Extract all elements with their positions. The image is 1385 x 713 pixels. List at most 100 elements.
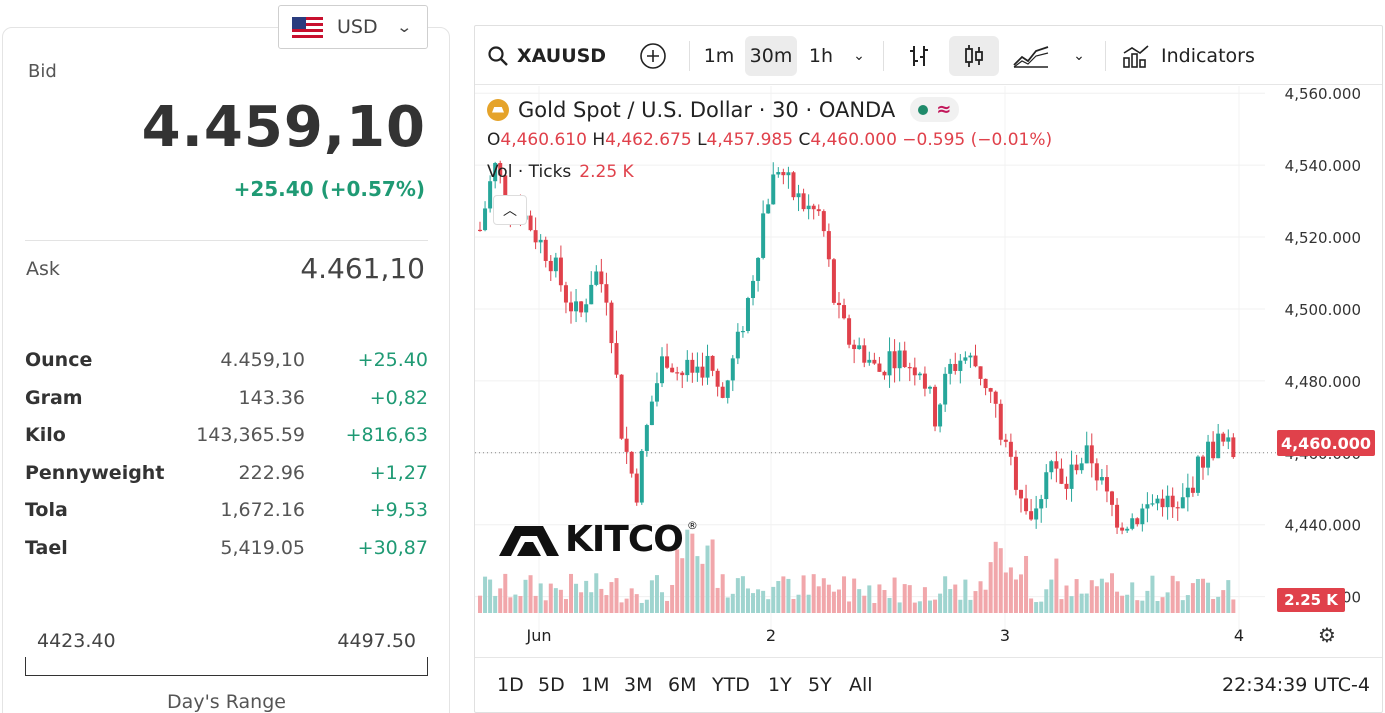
collapse-legend-button[interactable]: ︿ bbox=[493, 195, 527, 225]
volume-bar bbox=[1013, 579, 1018, 613]
volume-bar bbox=[1125, 594, 1130, 613]
candles-icon bbox=[965, 45, 983, 67]
candle-body bbox=[892, 351, 897, 369]
unit-price: 1,672.16 bbox=[220, 499, 305, 521]
volume-bar bbox=[831, 591, 836, 613]
unit-row-ounce: Ounce 4.459,10 +25.40 bbox=[25, 345, 428, 383]
chart-clock: 22:34:39 UTC-4 bbox=[1222, 674, 1370, 696]
volume-bar bbox=[579, 592, 584, 613]
volume-bar bbox=[993, 541, 998, 613]
chart-settings-icon[interactable]: ⚙ bbox=[1318, 623, 1336, 647]
candle-body bbox=[1099, 477, 1104, 481]
volume-bar bbox=[806, 594, 811, 613]
range-ytd[interactable]: YTD bbox=[712, 674, 750, 696]
interval-1h[interactable]: 1h bbox=[808, 45, 834, 67]
close-value: 4,460.000 bbox=[810, 130, 897, 150]
divider bbox=[25, 240, 428, 241]
volume-bar bbox=[1044, 589, 1049, 613]
range-5d[interactable]: 5D bbox=[538, 674, 565, 696]
candle-body bbox=[1206, 441, 1211, 468]
volume-bar bbox=[523, 579, 528, 613]
unit-price: 143.36 bbox=[238, 386, 305, 409]
volume-bar bbox=[503, 573, 508, 613]
candle-body bbox=[922, 373, 927, 389]
volume-bar bbox=[852, 578, 857, 613]
candle-body bbox=[1039, 499, 1044, 509]
x-tick-label: 2 bbox=[766, 626, 776, 645]
candle-body bbox=[745, 298, 750, 331]
change-value: −0.595 (−0.01%) bbox=[902, 130, 1053, 150]
candle-body bbox=[710, 355, 715, 371]
volume-bar bbox=[1024, 555, 1029, 613]
volume-bar bbox=[882, 590, 887, 613]
volume-bar bbox=[1216, 596, 1221, 613]
candle-body bbox=[1221, 433, 1226, 442]
volume-bar bbox=[1155, 601, 1160, 613]
range-all[interactable]: All bbox=[849, 674, 873, 696]
market-status-pill[interactable]: ≈ bbox=[910, 97, 960, 122]
candle-body bbox=[1034, 508, 1039, 520]
volume-bar bbox=[892, 577, 897, 613]
candle-body bbox=[1185, 487, 1190, 498]
candle-body bbox=[877, 363, 882, 372]
volume-bar bbox=[1003, 572, 1008, 613]
candle-body bbox=[609, 302, 614, 344]
chart-style-dropdown[interactable]: ⌄ bbox=[1065, 36, 1093, 76]
candle-body bbox=[786, 172, 791, 176]
candle-body bbox=[1029, 511, 1034, 520]
interval-30m[interactable]: 30m bbox=[745, 36, 797, 76]
kitco-watermark: KITCO ® bbox=[497, 519, 698, 560]
symbol-search[interactable]: XAUUSD bbox=[487, 36, 607, 76]
range-5y[interactable]: 5Y bbox=[808, 674, 832, 696]
volume-bar bbox=[1115, 591, 1120, 613]
candle-body bbox=[1130, 518, 1135, 529]
candle-body bbox=[654, 383, 659, 402]
volume-bar bbox=[1190, 583, 1195, 613]
chevron-up-icon: ︿ bbox=[503, 203, 517, 219]
candle-body bbox=[493, 162, 498, 182]
candle-body bbox=[579, 301, 584, 313]
volume-bar bbox=[1211, 598, 1216, 613]
candle-body bbox=[831, 259, 836, 303]
candle-body bbox=[811, 205, 816, 210]
interval-1m[interactable]: 1m bbox=[703, 45, 735, 67]
ask-value: 4.461,10 bbox=[300, 252, 425, 285]
range-1m[interactable]: 1M bbox=[581, 674, 610, 696]
volume-bar bbox=[558, 589, 563, 613]
area-style-button[interactable] bbox=[1009, 36, 1053, 76]
candlestick-plot[interactable]: 4,560.000 4,540.000 4,520.000 4,500.000 4,48… bbox=[475, 86, 1383, 656]
candle-body bbox=[644, 425, 649, 451]
compare-symbol-button[interactable] bbox=[635, 36, 671, 76]
candles-style-button[interactable] bbox=[949, 36, 999, 76]
range-1d[interactable]: 1D bbox=[497, 674, 524, 696]
volume-bar bbox=[1029, 598, 1034, 613]
unit-name: Kilo bbox=[25, 424, 66, 446]
volume-bar bbox=[1104, 582, 1109, 613]
candle-body bbox=[498, 162, 503, 176]
candle-body bbox=[1089, 445, 1094, 464]
candle-body bbox=[639, 450, 644, 503]
volume-bar bbox=[826, 584, 831, 613]
bar-style-button[interactable] bbox=[899, 36, 939, 76]
candle-body bbox=[1180, 497, 1185, 509]
candle-body bbox=[953, 363, 958, 371]
volume-bar bbox=[756, 589, 761, 613]
volume-bar bbox=[786, 578, 791, 613]
currency-selector[interactable]: USD ⌄ bbox=[278, 5, 428, 49]
candle-body bbox=[801, 193, 806, 210]
volume-bar bbox=[609, 582, 614, 613]
candle-body bbox=[735, 331, 740, 359]
indicators-button[interactable]: Indicators bbox=[1121, 36, 1261, 76]
market-open-dot-icon bbox=[918, 104, 929, 115]
range-1y[interactable]: 1Y bbox=[768, 674, 792, 696]
kitco-logo-icon bbox=[499, 525, 559, 556]
volume-bar bbox=[938, 593, 943, 613]
volume-bar bbox=[963, 579, 968, 613]
interval-dropdown[interactable]: ⌄ bbox=[845, 36, 873, 76]
candle-body bbox=[690, 359, 695, 373]
range-3m[interactable]: 3M bbox=[624, 674, 653, 696]
volume-bar bbox=[877, 584, 882, 613]
currency-label: USD bbox=[337, 16, 378, 38]
candle-body bbox=[796, 193, 801, 198]
range-6m[interactable]: 6M bbox=[668, 674, 697, 696]
